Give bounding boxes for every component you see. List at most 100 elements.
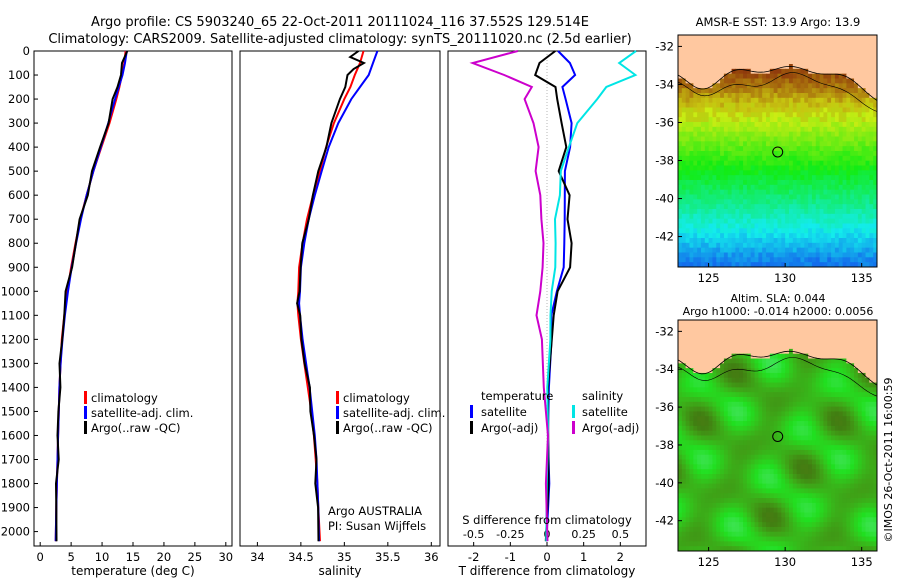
ocean-cell [678, 199, 683, 205]
land-cell [823, 320, 828, 326]
ocean-cell [808, 73, 813, 79]
ocean-cell [727, 517, 733, 523]
land-cell [685, 49, 690, 55]
ocean-cell [785, 112, 790, 118]
ocean-cell [758, 531, 763, 538]
ocean-cell [857, 464, 863, 470]
ocean-cell [727, 238, 733, 244]
ocean-cell [693, 102, 698, 108]
ocean-cell [781, 107, 786, 113]
ocean-cell [811, 464, 817, 470]
land-cell [808, 39, 813, 46]
land-cell [746, 39, 752, 46]
ocean-cell [681, 170, 687, 176]
ocean-cell [773, 512, 778, 518]
ocean-cell [785, 228, 790, 234]
ocean-cell [800, 165, 805, 171]
ocean-cell [769, 493, 775, 499]
land-cell [708, 78, 713, 84]
ocean-cell [861, 411, 867, 417]
ocean-cell [808, 146, 813, 152]
land-cell [758, 353, 763, 359]
ocean-cell [811, 421, 817, 427]
ocean-cell [750, 377, 756, 384]
ocean-cell [693, 257, 698, 263]
ocean-cell [811, 483, 817, 489]
ocean-cell [735, 218, 740, 224]
ocean-cell [708, 449, 713, 456]
ocean-cell [723, 425, 729, 432]
land-cell [777, 35, 782, 41]
ocean-cell [850, 252, 855, 258]
ocean-cell [792, 88, 798, 94]
land-cell [838, 353, 844, 359]
land-cell [873, 324, 878, 331]
ocean-cell [846, 507, 851, 513]
ocean-cell [731, 160, 736, 166]
land-cell [861, 320, 867, 326]
x-tick-label: 25 [188, 550, 203, 564]
land-cell [743, 348, 748, 355]
land-cell [758, 320, 763, 326]
ocean-cell [766, 88, 771, 94]
ocean-cell [754, 209, 759, 215]
ocean-cell [857, 218, 863, 224]
ocean-cell [788, 440, 794, 446]
ocean-cell [693, 392, 698, 398]
land-cell [831, 334, 836, 340]
ocean-cell [788, 493, 794, 499]
land-cell [712, 78, 717, 84]
land-cell [731, 324, 736, 331]
land-cell [842, 334, 847, 340]
ocean-cell [831, 194, 836, 200]
sst-map-title: AMSR-E SST: 13.9 Argo: 13.9 [696, 15, 861, 29]
ocean-cell [834, 483, 840, 489]
land-cell [689, 334, 694, 340]
ocean-cell [788, 387, 794, 393]
ocean-cell [743, 257, 748, 263]
ocean-cell [681, 93, 687, 99]
ocean-cell [739, 440, 744, 446]
ocean-cell [689, 493, 694, 499]
ocean-cell [800, 93, 805, 99]
ocean-cell [838, 73, 844, 79]
ocean-cell [842, 155, 847, 162]
ocean-cell [777, 199, 782, 205]
land-cell [838, 68, 844, 75]
land-cell [834, 59, 840, 65]
ocean-cell [739, 242, 744, 249]
land-cell [697, 59, 702, 65]
ocean-cell [712, 387, 717, 393]
ocean-cell [804, 247, 809, 253]
ocean-cell [846, 430, 851, 436]
ocean-cell [712, 382, 717, 388]
land-cell [678, 64, 683, 70]
ocean-cell [681, 474, 687, 480]
land-cell [865, 358, 870, 364]
ocean-cell [735, 155, 740, 162]
ocean-cell [808, 170, 813, 176]
ocean-cell [743, 401, 748, 408]
ocean-cell [827, 421, 832, 427]
ocean-cell [685, 257, 690, 263]
ocean-cell [785, 372, 790, 379]
depth-tick-label: 1900 [1, 501, 30, 515]
land-cell [685, 64, 690, 70]
ocean-cell [754, 252, 759, 258]
ocean-cell [754, 411, 759, 417]
ocean-cell [731, 449, 736, 456]
ocean-cell [758, 368, 763, 374]
ocean-cell [846, 247, 851, 253]
ocean-cell [815, 526, 821, 533]
ocean-cell [746, 435, 752, 441]
ocean-cell [808, 112, 813, 118]
ocean-cell [766, 136, 771, 142]
ocean-cell [700, 483, 706, 489]
land-cell [834, 44, 840, 50]
ocean-cell [727, 213, 733, 220]
ocean-cell [834, 175, 840, 181]
ocean-cell [781, 189, 786, 195]
ocean-cell [750, 93, 756, 99]
ocean-cell [743, 141, 748, 147]
ocean-cell [700, 160, 706, 166]
